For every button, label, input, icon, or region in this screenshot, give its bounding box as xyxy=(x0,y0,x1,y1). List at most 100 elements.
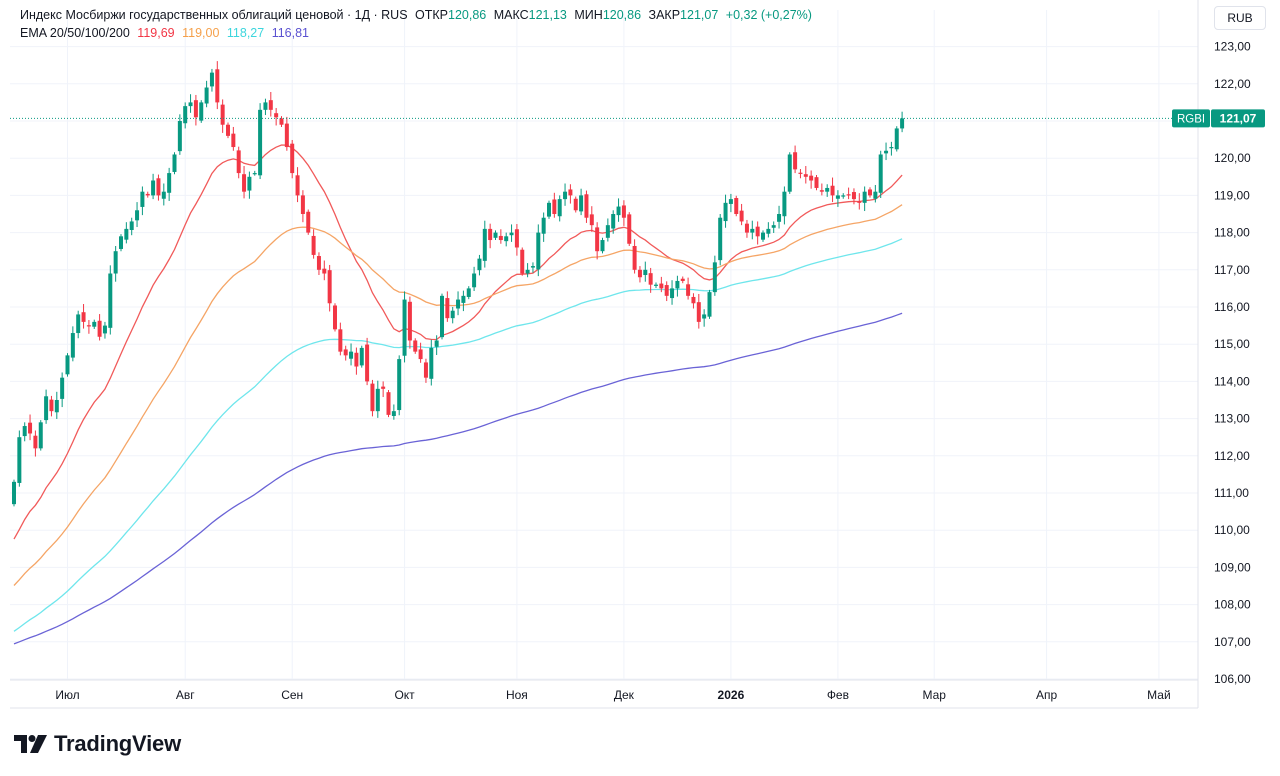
candle-body xyxy=(846,194,851,196)
candle-body xyxy=(22,426,27,437)
candle-body xyxy=(333,305,337,330)
y-tick-label: 119,00 xyxy=(1214,188,1250,202)
candle-body xyxy=(696,302,701,322)
y-tick-label: 115,00 xyxy=(1214,337,1250,351)
candle-body xyxy=(734,198,739,214)
candle-body xyxy=(600,240,605,252)
candle-body xyxy=(247,176,252,191)
price-tag-value: 121,07 xyxy=(1220,111,1257,125)
candle-body xyxy=(81,312,86,322)
candle-body xyxy=(199,102,204,121)
x-tick-label: Дек xyxy=(614,688,635,702)
candle-body xyxy=(809,175,814,181)
candle-body xyxy=(284,123,289,148)
candle-body xyxy=(402,299,407,356)
candle-body xyxy=(814,177,819,188)
candle-body xyxy=(167,173,172,193)
candle-body xyxy=(530,266,535,268)
candle-body xyxy=(407,301,412,341)
candle-body xyxy=(386,392,391,415)
candle-body xyxy=(49,399,54,412)
low-value: 120,86 xyxy=(602,8,642,22)
candle-body xyxy=(611,214,616,229)
candle-body xyxy=(188,102,193,107)
price-tag-value-bg xyxy=(1211,109,1265,128)
candle-body xyxy=(520,249,525,274)
y-tick-label: 111,00 xyxy=(1214,486,1249,500)
grid-lines xyxy=(10,10,1198,680)
candle-body xyxy=(819,190,824,192)
candle-body xyxy=(541,217,546,234)
candle-body xyxy=(793,152,798,170)
x-tick-label: Фев xyxy=(827,688,849,702)
change-value: +0,32 (+0,27%) xyxy=(725,8,812,22)
candle-body xyxy=(851,192,856,200)
candle-body xyxy=(54,400,59,413)
last-price-tag: RGBI 121,07 xyxy=(10,109,1265,128)
candle-body xyxy=(654,284,658,286)
y-tick-label: 114,00 xyxy=(1214,374,1250,388)
candle-body xyxy=(193,100,198,118)
candle-body xyxy=(145,193,150,196)
candle-body xyxy=(445,298,450,319)
candle-body xyxy=(728,199,733,204)
candle-body xyxy=(440,295,444,338)
tradingview-logo[interactable]: TradingView xyxy=(14,730,181,758)
y-tick-label: 120,00 xyxy=(1214,151,1251,165)
x-tick-label: 2026 xyxy=(718,688,745,702)
candle-body xyxy=(38,422,43,449)
ema50-line xyxy=(13,204,903,586)
high-value: 121,13 xyxy=(528,8,567,22)
candle-body xyxy=(322,268,327,274)
x-tick-label: Сен xyxy=(281,688,303,702)
y-tick-label: 108,00 xyxy=(1214,598,1251,612)
candle-body xyxy=(573,198,578,211)
candle-body xyxy=(621,205,626,218)
candle-body xyxy=(70,333,75,358)
candle-body xyxy=(338,329,343,352)
candle-body xyxy=(841,195,846,197)
candle-body xyxy=(750,228,755,233)
candle-body xyxy=(648,273,653,285)
price-tag-symbol: RGBI xyxy=(1177,113,1205,125)
candle-body xyxy=(209,72,214,87)
candle-body xyxy=(434,340,439,347)
candle-body xyxy=(514,229,519,248)
candle-body xyxy=(787,154,792,192)
candle-body xyxy=(547,202,551,217)
candle-body xyxy=(311,235,316,255)
symbol-title[interactable]: Индекс Мосбиржи государственных облигаци… xyxy=(20,8,408,22)
candle-body xyxy=(830,185,835,196)
candle-body xyxy=(65,355,70,375)
candle-body xyxy=(504,236,509,242)
candle-body xyxy=(450,310,455,319)
candle-body xyxy=(156,178,161,196)
candle-body xyxy=(242,174,247,192)
candle-body xyxy=(803,174,808,177)
close-label: ЗАКР xyxy=(648,8,681,22)
candle-body xyxy=(637,269,642,278)
candle-body xyxy=(102,325,107,334)
candle-body xyxy=(472,273,477,288)
candle-body xyxy=(161,191,166,199)
currency-button[interactable]: RUB xyxy=(1214,6,1266,30)
legend-row-ema: EMA 20/50/100/200 119,69 119,00 118,27 1… xyxy=(20,24,816,42)
axes: 123,00122,00121,00120,00119,00118,00117,… xyxy=(10,0,1251,709)
candle-body xyxy=(135,210,140,221)
candle-body xyxy=(777,214,782,222)
candle-body xyxy=(680,278,685,281)
candle-body xyxy=(868,189,872,196)
candle-body xyxy=(686,284,691,296)
candle-body xyxy=(306,211,311,233)
y-tick-label: 106,00 xyxy=(1214,672,1251,686)
candle-body xyxy=(220,104,225,125)
legend-row-ohlc: Индекс Мосбиржи государственных облигаци… xyxy=(20,6,816,24)
ema100-line xyxy=(13,238,903,632)
candle-body xyxy=(375,388,380,412)
tradingview-logo-text: TradingView xyxy=(54,731,181,756)
x-tick-label: Май xyxy=(1147,688,1171,702)
ema-label[interactable]: EMA 20/50/100/200 xyxy=(20,26,130,40)
open-value: 120,86 xyxy=(448,8,487,22)
candle-body xyxy=(643,269,648,276)
